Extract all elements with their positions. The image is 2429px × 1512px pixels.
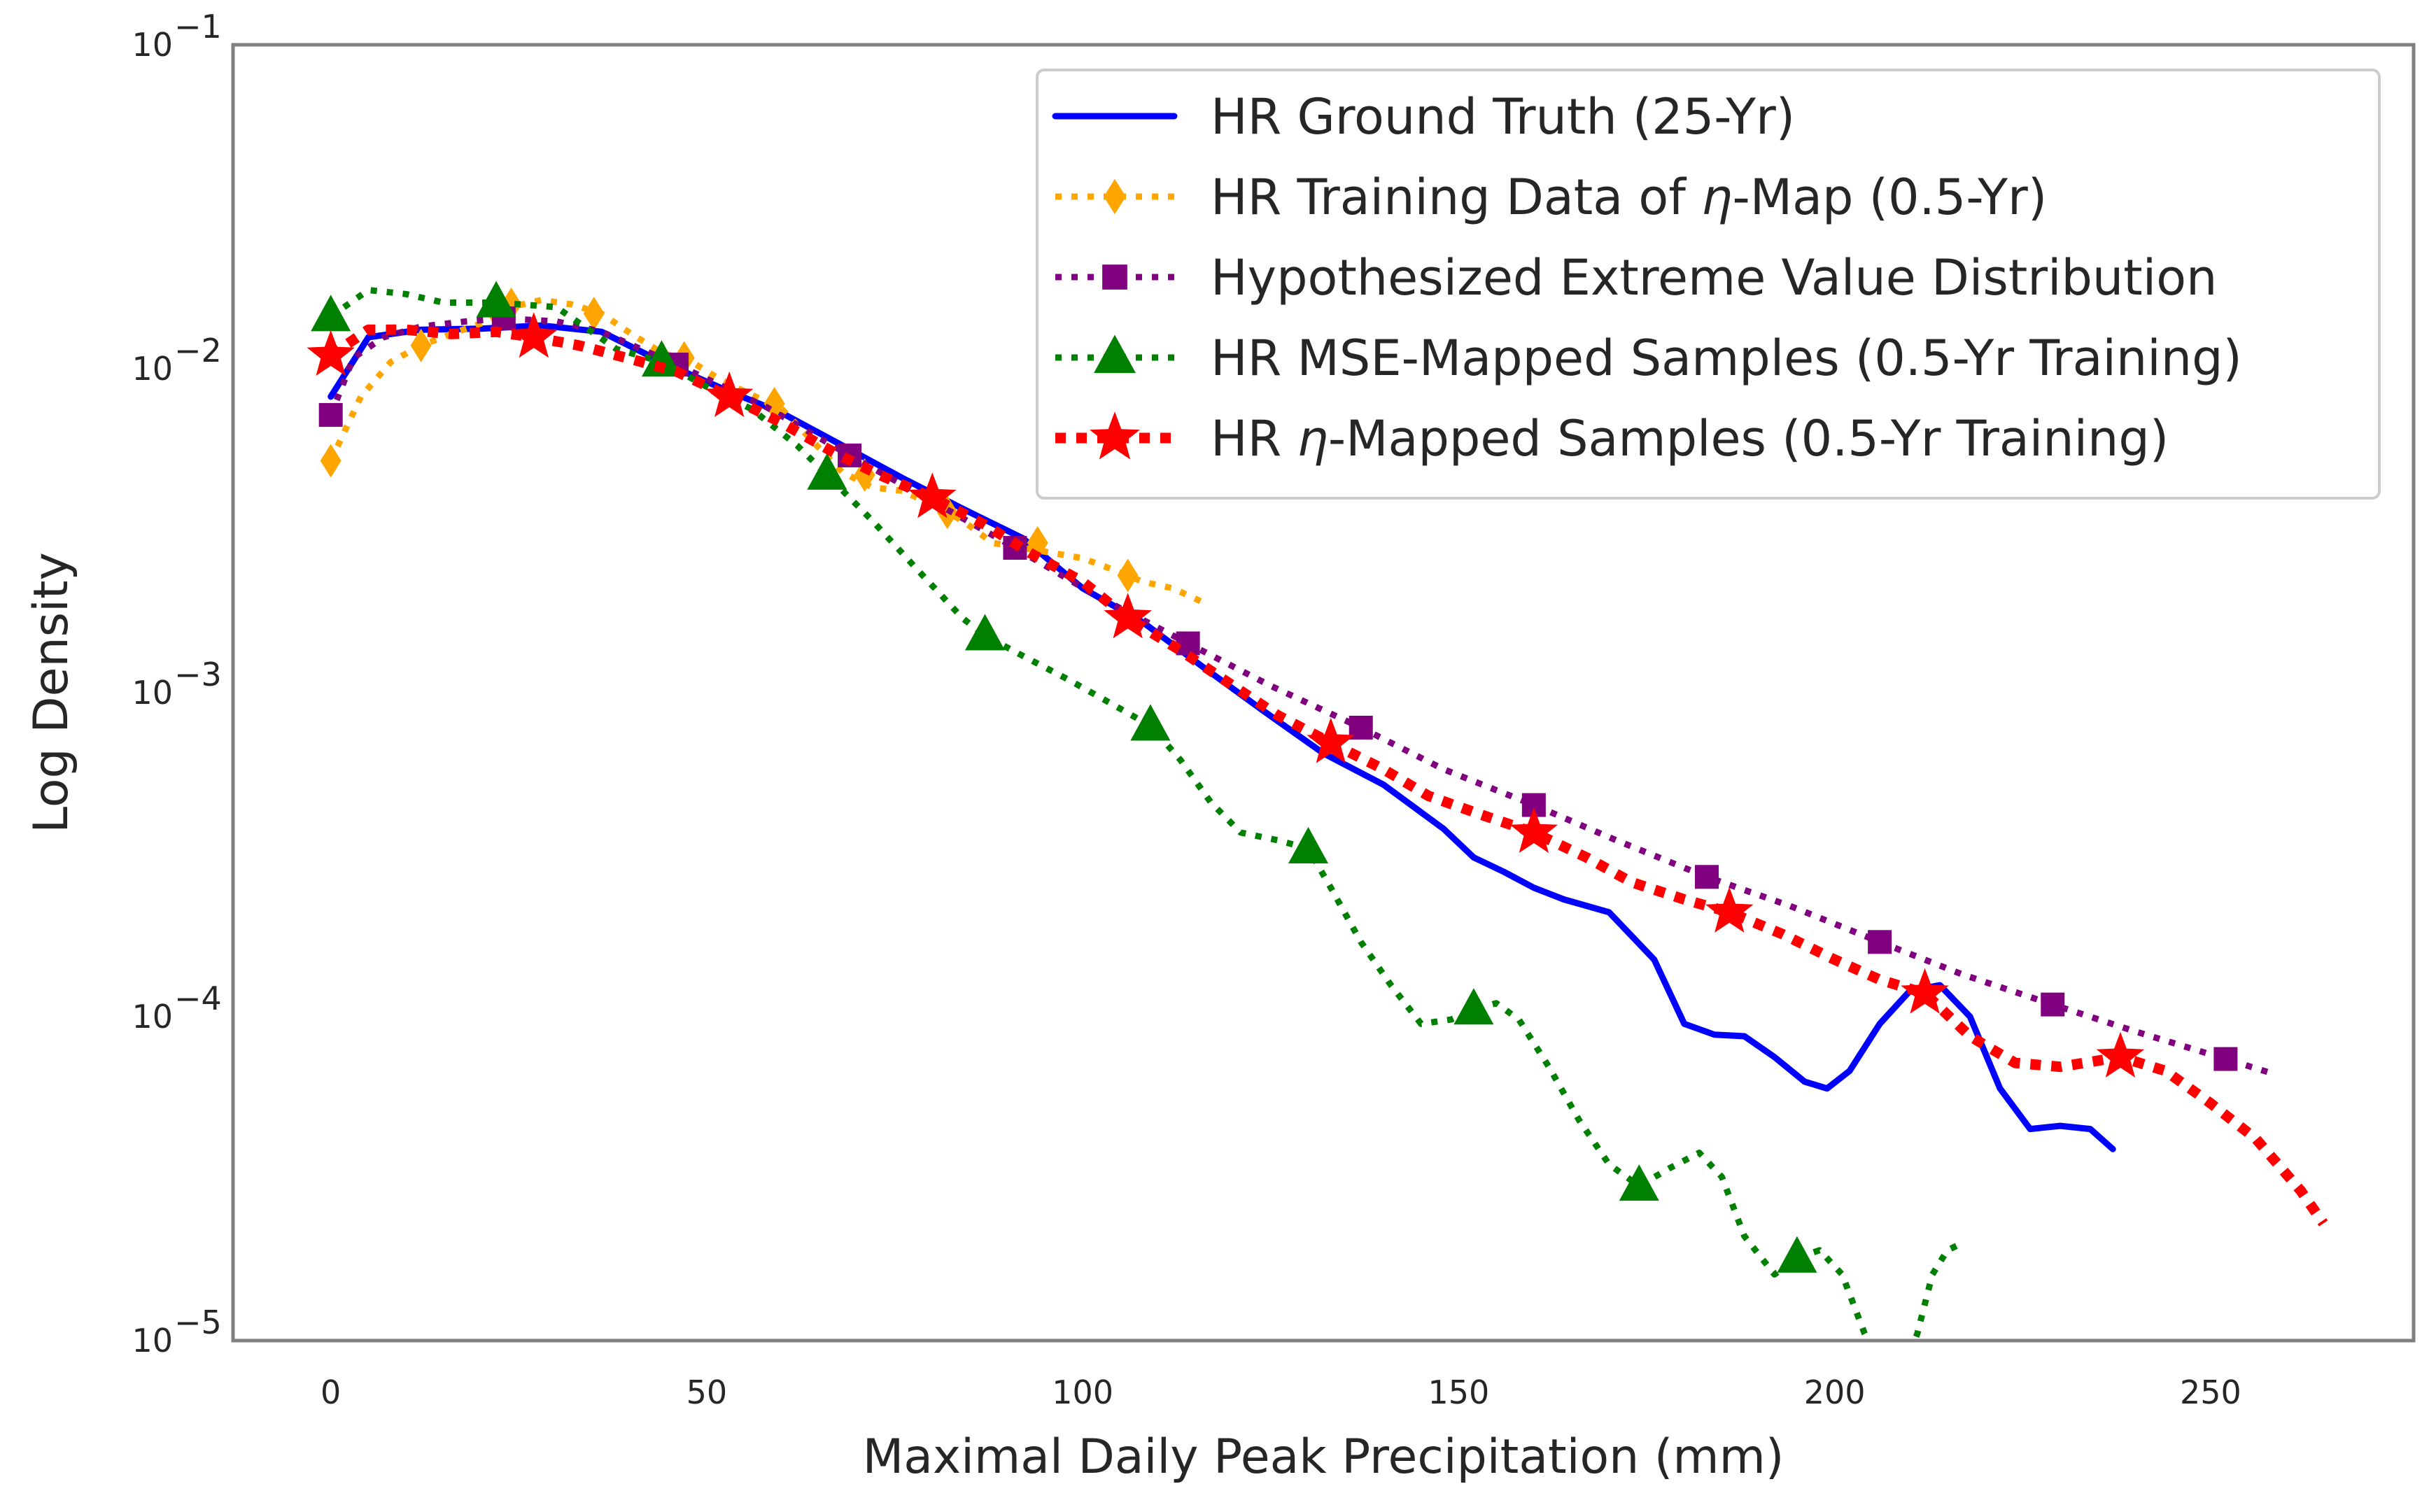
legend-label: HR η-Mapped Samples (0.5-Yr Training) — [1211, 410, 2169, 467]
data-point — [1777, 1236, 1817, 1273]
y-tick-label: 10 — [132, 674, 173, 712]
plot-frame — [231, 43, 2416, 1343]
data-point — [410, 328, 432, 362]
x-tick-label: 50 — [687, 1373, 728, 1411]
data-point — [2041, 992, 2065, 1017]
data-point — [1619, 1164, 1659, 1201]
x-tick-label: 200 — [1804, 1373, 1866, 1411]
x-axis-label: Maximal Daily Peak Precipitation (mm) — [863, 1429, 1784, 1485]
legend-label: HR Ground Truth (25-Yr) — [1211, 88, 1795, 146]
y-tick-exponent: −4 — [174, 980, 222, 1017]
data-point — [509, 312, 558, 358]
data-point — [641, 340, 682, 377]
x-tick-label: 150 — [1428, 1373, 1490, 1411]
x-tick-label: 0 — [321, 1373, 341, 1411]
series-line — [328, 297, 1205, 605]
data-point — [1694, 865, 1719, 889]
legend-frame — [1036, 69, 2381, 500]
legend-marker — [1104, 178, 1126, 215]
data-point — [807, 453, 847, 490]
data-point — [318, 403, 343, 428]
data-point — [1901, 968, 1949, 1014]
legend-label: HR Training Data of η-Map (0.5-Yr) — [1211, 169, 2047, 226]
x-axis: 0 50 100 150 200 250 — [321, 1373, 2241, 1411]
legend-item: Hypothesized Extreme Value Distribution — [1055, 249, 2217, 306]
data-point — [964, 614, 1006, 651]
data-point — [1509, 807, 1558, 853]
x-tick-label: 250 — [2180, 1373, 2241, 1411]
y-axis: 10−510−410−310−210−1 — [132, 8, 221, 1359]
data-point — [1453, 988, 1494, 1025]
data-point — [908, 472, 957, 518]
legend-item: HR Training Data of η-Map (0.5-Yr) — [1055, 169, 2047, 226]
data-point — [476, 281, 516, 318]
legend-item: HR Ground Truth (25-Yr) — [1052, 88, 1795, 146]
legend-label: HR MSE-Mapped Samples (0.5-Yr Training) — [1211, 330, 2242, 387]
data-point — [583, 297, 605, 331]
legend-item: HR MSE-Mapped Samples (0.5-Yr Training) — [1055, 330, 2242, 387]
data-point — [1307, 717, 1355, 763]
legend-label: Hypothesized Extreme Value Distribution — [1211, 249, 2217, 306]
data-point — [1868, 930, 1892, 954]
y-tick-exponent: −3 — [174, 656, 222, 693]
y-tick-label: 10 — [132, 998, 173, 1036]
data-point — [1705, 886, 1754, 933]
data-point — [705, 371, 754, 417]
series-layer — [307, 281, 2328, 1341]
data-point — [1117, 558, 1139, 593]
data-point — [307, 330, 355, 376]
legend-marker — [1094, 334, 1136, 374]
data-point — [1130, 704, 1171, 741]
data-point — [311, 295, 351, 332]
y-tick-exponent: −5 — [174, 1303, 222, 1341]
y-axis-label: Log Density — [24, 552, 79, 833]
y-tick-exponent: −1 — [174, 8, 222, 45]
legend: HR Ground Truth (25-Yr) HR Training Data … — [1036, 69, 2381, 500]
y-tick-label: 10 — [132, 26, 173, 64]
data-point — [320, 444, 342, 478]
data-point — [1288, 826, 1329, 864]
y-tick-exponent: −2 — [174, 332, 222, 369]
data-point — [1176, 631, 1200, 656]
series-5 — [307, 312, 2328, 1227]
legend-item: HR η-Mapped Samples (0.5-Yr Training) — [1055, 410, 2169, 467]
y-tick-label: 10 — [132, 1322, 173, 1359]
data-point — [2096, 1031, 2145, 1078]
data-point — [763, 386, 785, 421]
legend-marker — [1102, 264, 1127, 290]
legend-marker — [1090, 411, 1140, 460]
data-point — [1104, 593, 1152, 639]
y-tick-label: 10 — [132, 350, 173, 388]
x-tick-label: 100 — [1052, 1373, 1113, 1411]
data-point — [2213, 1047, 2238, 1071]
